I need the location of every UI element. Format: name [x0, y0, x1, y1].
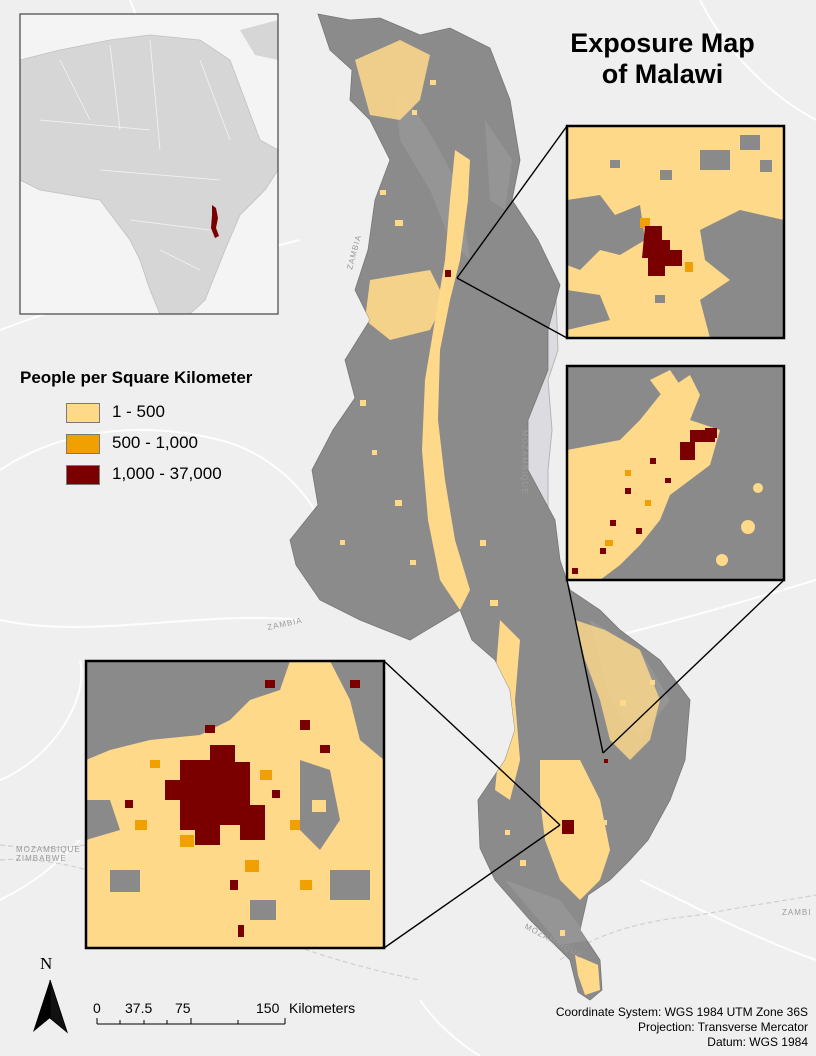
scale-bar	[96, 1018, 286, 1025]
malawi-country	[289, 13, 691, 1001]
scale-tick-0: 0	[93, 1000, 101, 1016]
map-title-line2: of Malawi	[601, 59, 724, 89]
scale-tick-150: 150	[256, 1000, 280, 1016]
scale-bar-labels: 0 37.5 75 150 Kilometers	[0, 1000, 400, 1020]
label-zambia-east: ZAMBI	[782, 908, 811, 917]
label-mozambique-lake: MOZAMBIQUE	[520, 430, 529, 495]
legend-label-high: 1,000 - 37,000	[112, 464, 222, 483]
label-zimbabwe: ZIMBABWE	[16, 854, 67, 863]
legend-label-medium: 500 - 1,000	[112, 433, 199, 452]
scale-tick-75: 75	[175, 1000, 191, 1016]
inset-leader-lines	[383, 125, 785, 949]
blantyre-city-marker	[604, 759, 608, 763]
inset-south-city	[84, 659, 386, 950]
population-speckle	[340, 80, 655, 936]
legend-title: People per Square Kilometer	[20, 368, 253, 387]
label-zambia-north: ZAMBIA	[345, 234, 363, 271]
locator-africa	[19, 34, 279, 315]
legend-swatch-high	[66, 465, 100, 485]
scale-tick-37-5: 37.5	[125, 1000, 153, 1016]
scale-units: Kilometers	[289, 1000, 356, 1016]
projection: Projection: Transverse Mercator	[637, 1020, 808, 1034]
mzuzu-city-marker	[445, 270, 451, 277]
legend-swatch-medium	[66, 434, 100, 454]
legend-label-low: 1 - 500	[112, 402, 165, 421]
legend-swatch-low	[66, 403, 100, 423]
coordinate-system: Coordinate System: WGS 1984 UTM Zone 36S	[555, 1005, 808, 1019]
lilongwe-city-marker	[562, 820, 574, 834]
datum: Datum: WGS 1984	[707, 1035, 808, 1049]
map-title-line1: Exposure Map	[570, 28, 755, 58]
north-arrow-icon	[33, 979, 69, 1034]
inset-east-city	[565, 364, 786, 582]
coordinate-info: Coordinate System: WGS 1984 UTM Zone 36S…	[556, 1005, 808, 1050]
label-mozambique-west: MOZAMBIQUE	[16, 845, 81, 854]
north-arrow-label: N	[40, 954, 53, 973]
locator-map	[19, 13, 279, 315]
map-title: Exposure Map of Malawi	[520, 28, 805, 90]
locator-malawi	[211, 205, 219, 238]
inset-north-city	[565, 124, 786, 340]
